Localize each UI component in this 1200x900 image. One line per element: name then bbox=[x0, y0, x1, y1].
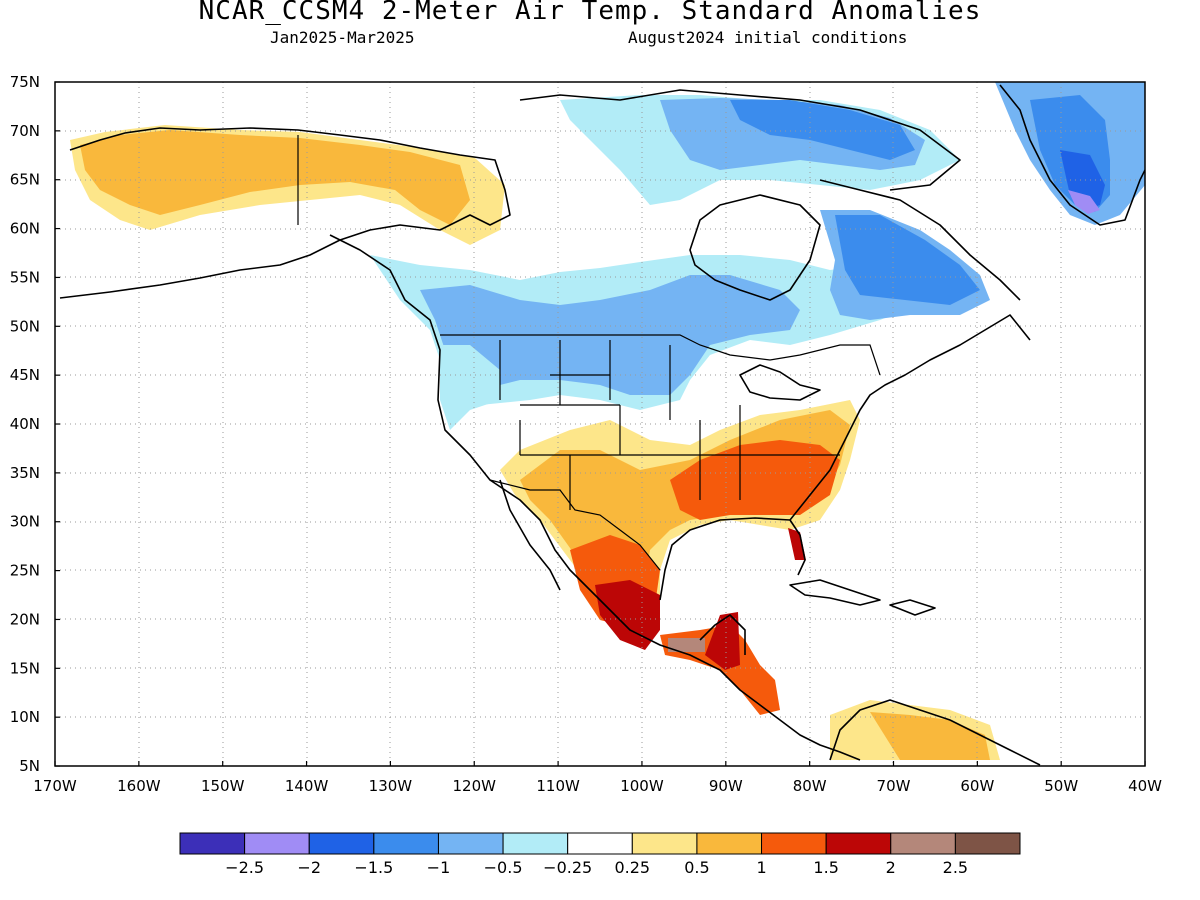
colorbar-swatch bbox=[437, 832, 504, 855]
pacific-coast bbox=[329, 234, 861, 761]
alaska-coast bbox=[59, 127, 511, 299]
south-warm-strong bbox=[670, 440, 840, 520]
initial-conditions: August2024 initial conditions bbox=[628, 28, 908, 47]
lat-label: 15N bbox=[10, 659, 40, 677]
mexico-warm-extreme bbox=[595, 580, 660, 650]
us-mexico-border bbox=[489, 479, 661, 571]
coastlines bbox=[59, 84, 1145, 766]
anomaly-shading bbox=[70, 82, 1145, 760]
lon-label: 140W bbox=[285, 777, 329, 795]
lat-label: 25N bbox=[10, 562, 40, 580]
colorbar-swatch bbox=[954, 832, 1021, 855]
gulf-coast bbox=[659, 517, 806, 601]
colorbar-swatch bbox=[825, 832, 892, 855]
greenland-coast bbox=[999, 84, 1145, 226]
colorbar-label: −1.5 bbox=[354, 858, 393, 877]
great-lakes bbox=[739, 364, 821, 401]
lon-label: 40W bbox=[1128, 777, 1162, 795]
latitude-axis: 75N 70N 65N 60N 55N 50N 45N 40N 35N 30N 25N 20N 15N 1… bbox=[10, 73, 60, 775]
colorbar-swatch bbox=[179, 832, 246, 855]
lat-label: 5N bbox=[19, 757, 40, 775]
lon-label: 90W bbox=[709, 777, 743, 795]
lon-label: 80W bbox=[793, 777, 827, 795]
arctic-cool-core bbox=[730, 100, 915, 160]
greenland-cool-tip bbox=[1068, 190, 1100, 214]
lon-label: 60W bbox=[960, 777, 994, 795]
lat-label: 60N bbox=[10, 220, 40, 238]
lat-label: 65N bbox=[10, 171, 40, 189]
political-borders bbox=[297, 135, 881, 571]
colorbar-label: 2 bbox=[886, 858, 896, 877]
colorbar-label: −1 bbox=[427, 858, 451, 877]
venezuela-warm-mid bbox=[870, 712, 990, 760]
atlantic-coast bbox=[789, 314, 1031, 521]
colorbar-swatch bbox=[567, 832, 633, 855]
lon-label: 110W bbox=[536, 777, 580, 795]
lat-label: 30N bbox=[10, 513, 40, 531]
colorbar: −2.5 −2 −1.5 −1 −0.5 −0.25 0.25 0.5 1 1.5 2 2.5 bbox=[179, 832, 1021, 877]
west-us-cool bbox=[440, 345, 500, 430]
lat-label: 10N bbox=[10, 708, 40, 726]
lon-label: 50W bbox=[1044, 777, 1078, 795]
lat-label: 75N bbox=[10, 73, 40, 91]
lon-label: 130W bbox=[369, 777, 413, 795]
arctic-islands bbox=[519, 89, 961, 191]
lon-label: 100W bbox=[620, 777, 664, 795]
hispaniola bbox=[889, 599, 936, 616]
map-title: NCAR_CCSM4 2-Meter Air Temp. Standard An… bbox=[198, 0, 982, 26]
labrador-coast bbox=[819, 179, 1021, 301]
lat-label: 40N bbox=[10, 415, 40, 433]
lat-label: 55N bbox=[10, 268, 40, 286]
colorbar-label: 0.5 bbox=[684, 858, 709, 877]
florida-warm-extreme bbox=[788, 528, 806, 560]
lat-label: 35N bbox=[10, 464, 40, 482]
colorbar-label: −0.25 bbox=[543, 858, 592, 877]
colorbar-label: 1 bbox=[756, 858, 766, 877]
colorbar-swatch bbox=[308, 832, 375, 855]
colorbar-label: −2.5 bbox=[225, 858, 264, 877]
yucatan-coast bbox=[699, 614, 746, 655]
colorbar-swatch bbox=[502, 832, 569, 855]
colorbar-swatch bbox=[244, 832, 310, 855]
us-canada-border bbox=[440, 334, 881, 376]
lat-label: 50N bbox=[10, 317, 40, 335]
colorbar-label: −0.5 bbox=[484, 858, 523, 877]
lat-label: 70N bbox=[10, 122, 40, 140]
central-america-extreme bbox=[705, 612, 740, 670]
alaska-warm-core bbox=[80, 130, 470, 225]
lon-label: 120W bbox=[453, 777, 497, 795]
colorbar-label: 0.25 bbox=[614, 858, 650, 877]
lon-label: 160W bbox=[117, 777, 161, 795]
lon-label: 70W bbox=[877, 777, 911, 795]
lon-label: 150W bbox=[201, 777, 245, 795]
longitude-axis: 170W 160W 150W 140W 130W 120W 110W 100W 90W 80W 70… bbox=[33, 761, 1162, 795]
cuba bbox=[789, 579, 881, 606]
baja-coast bbox=[499, 479, 561, 591]
colorbar-swatch bbox=[696, 832, 763, 855]
lon-label: 170W bbox=[33, 777, 77, 795]
eastern-canada-cool-core bbox=[835, 215, 980, 305]
state-lines bbox=[499, 340, 840, 510]
colorbar-swatch bbox=[761, 832, 827, 855]
lat-label: 20N bbox=[10, 610, 40, 628]
central-america-brown bbox=[668, 638, 705, 652]
colorbar-label: 1.5 bbox=[813, 858, 838, 877]
colorbar-label: 2.5 bbox=[943, 858, 968, 877]
hudson-bay bbox=[689, 194, 821, 301]
south-america-coast bbox=[829, 699, 1041, 766]
colorbar-swatch bbox=[890, 832, 956, 855]
colorbar-swatch bbox=[631, 832, 698, 855]
lat-label: 45N bbox=[10, 366, 40, 384]
forecast-period: Jan2025-Mar2025 bbox=[270, 28, 415, 47]
colorbar-swatch bbox=[373, 832, 439, 855]
colorbar-label: −2 bbox=[297, 858, 321, 877]
